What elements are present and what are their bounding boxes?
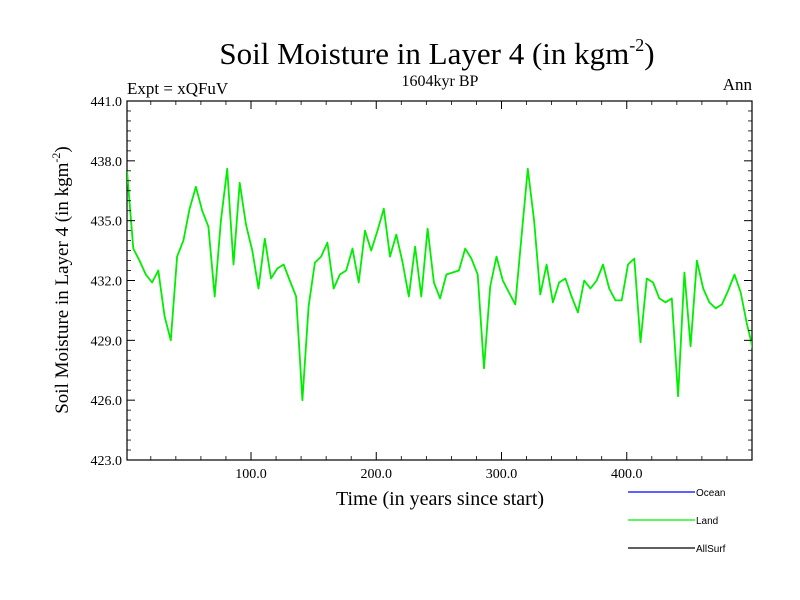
- x-tick-label: 100.0: [235, 467, 267, 482]
- x-tick-label: 400.0: [611, 467, 643, 482]
- y-tick-label: 423.0: [91, 454, 123, 469]
- y-axis: 423.0 426.0 429.0 432.0 435.0 438.0 441.0: [91, 95, 752, 469]
- y-tick-label: 438.0: [91, 155, 123, 170]
- plot-frame: [126, 100, 753, 461]
- y-tick-label: 429.0: [91, 334, 123, 349]
- y-axis-label-close: ): [52, 146, 73, 152]
- y-tick-label: 432.0: [91, 275, 123, 290]
- y-tick-label: 441.0: [91, 95, 123, 110]
- x-tick-label: 200.0: [360, 467, 392, 482]
- land-series-line: [127, 167, 752, 402]
- y-tick-label: 435.0: [91, 215, 123, 230]
- y-tick-label: 426.0: [91, 394, 123, 409]
- x-axis: 100.0 200.0 300.0 400.0: [150, 101, 728, 482]
- legend-label-allsurf: AllSurf: [696, 544, 726, 555]
- legend-label-land: Land: [696, 516, 718, 527]
- y-axis-label: Soil Moisture in Layer 4 (in kgm-2): [49, 146, 73, 414]
- season-label: Ann: [723, 75, 753, 94]
- chart-subtitle: 1604kyr BP: [402, 73, 479, 90]
- y-axis-label-sup: -2: [49, 153, 63, 163]
- x-tick-label: 300.0: [486, 467, 518, 482]
- legend: Ocean Land AllSurf: [628, 488, 726, 555]
- experiment-label: Expt = xQFuV: [127, 79, 229, 98]
- chart-title: Soil Moisture in Layer 4 (in kgm-2): [219, 35, 654, 71]
- x-axis-label: Time (in years since start): [336, 488, 544, 510]
- chart-title-sup: -2: [629, 35, 644, 55]
- chart-title-close: ): [644, 36, 654, 71]
- legend-label-ocean: Ocean: [696, 488, 725, 499]
